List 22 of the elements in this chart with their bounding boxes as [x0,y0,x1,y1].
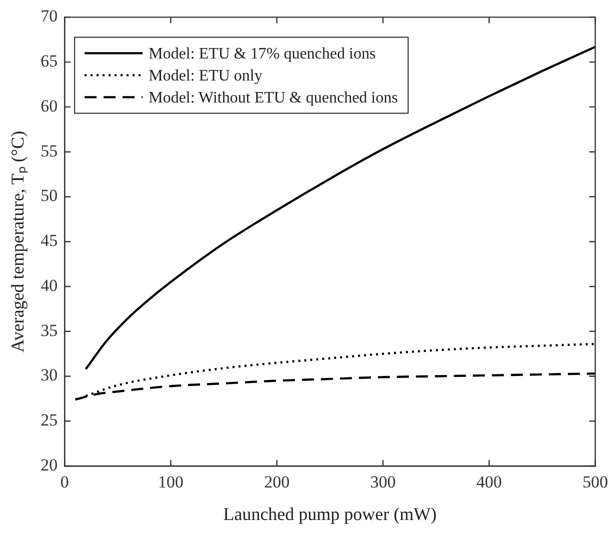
x-tick-label: 400 [476,472,502,492]
y-tick-label: 60 [40,96,58,116]
x-tick-label: 500 [582,472,608,492]
x-tick-label: 300 [370,472,396,492]
y-axis-title: Averaged temperature, Tₚ (°C) [8,130,29,352]
legend-label: Model: ETU only [148,67,262,84]
y-tick-label: 35 [40,320,58,340]
x-tick-label: 0 [60,472,69,492]
y-tick-label: 45 [40,231,58,250]
y-tick-label: 30 [40,366,58,385]
x-axis-title: Launched pump power (mW) [223,504,437,524]
y-tick-label: 20 [40,455,58,474]
y-tick-label: 55 [40,141,58,160]
legend-label: Model: Without ETU & quenched ions [148,89,398,106]
legend-label: Model: ETU & 17% quenched ions [148,45,376,62]
y-tick-label: 50 [40,186,58,206]
y-tick-label: 65 [40,52,58,71]
y-tick-label: 40 [40,276,58,295]
y-tick-label: 25 [40,410,58,430]
y-tick-label: 70 [40,6,58,26]
x-tick-label: 200 [264,472,290,492]
x-tick-label: 100 [158,472,184,492]
